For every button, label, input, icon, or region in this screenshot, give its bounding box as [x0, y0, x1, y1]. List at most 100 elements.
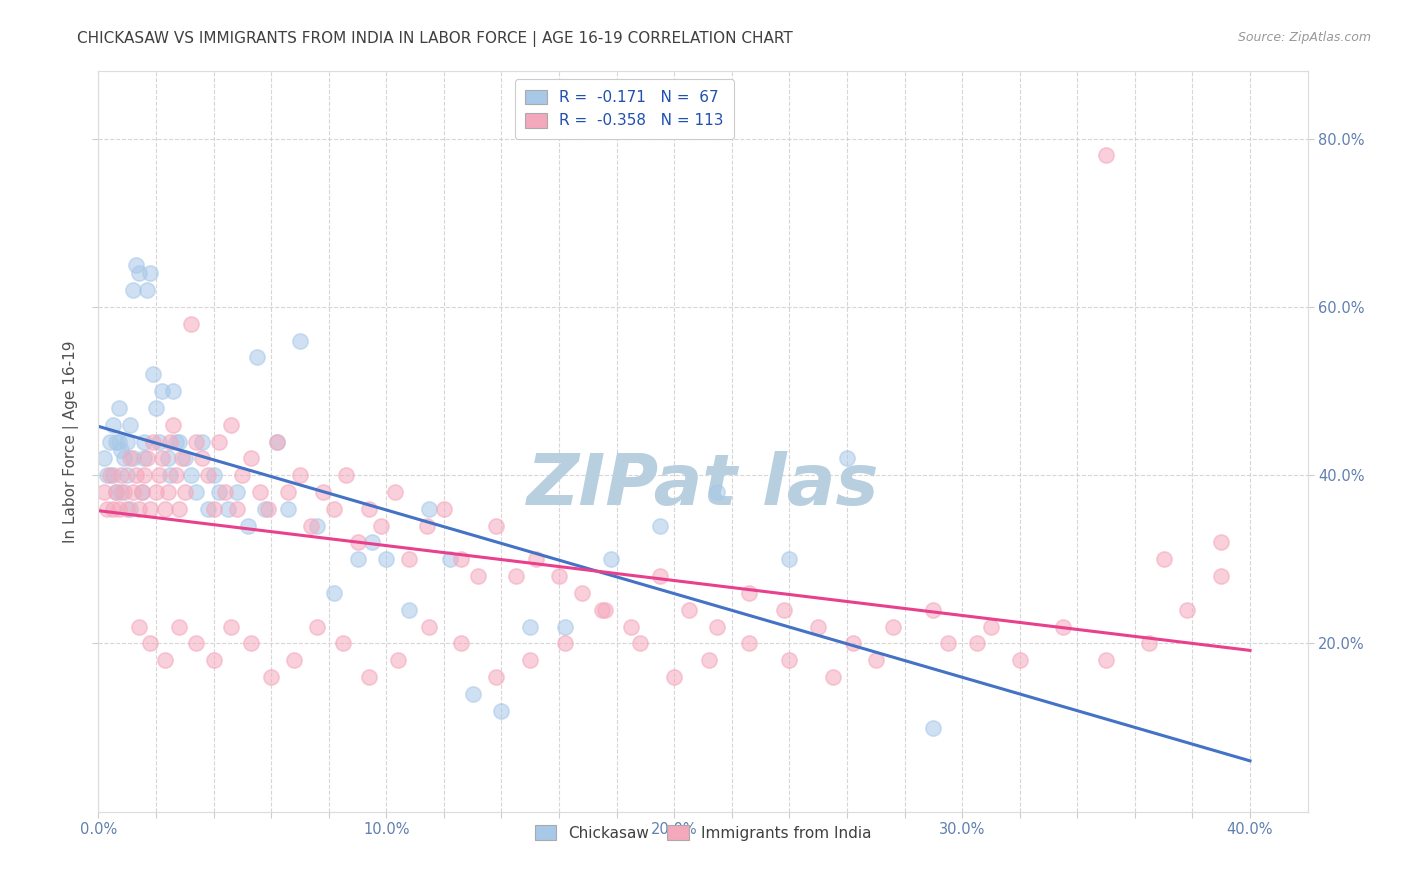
- Point: [283, 653, 305, 667]
- Point: [491, 704, 513, 718]
- Point: [398, 603, 420, 617]
- Point: [738, 586, 761, 600]
- Point: [240, 451, 263, 466]
- Point: [1095, 653, 1118, 667]
- Point: [145, 401, 167, 415]
- Point: [461, 687, 484, 701]
- Point: [307, 518, 329, 533]
- Point: [156, 485, 179, 500]
- Point: [505, 569, 527, 583]
- Point: [170, 451, 193, 466]
- Point: [387, 653, 409, 667]
- Point: [197, 468, 219, 483]
- Point: [202, 468, 225, 483]
- Point: [197, 501, 219, 516]
- Point: [772, 603, 794, 617]
- Point: [173, 451, 195, 466]
- Point: [439, 552, 461, 566]
- Point: [835, 451, 858, 466]
- Point: [191, 451, 214, 466]
- Point: [104, 485, 127, 500]
- Point: [136, 283, 159, 297]
- Point: [346, 552, 368, 566]
- Point: [110, 485, 132, 500]
- Point: [415, 518, 437, 533]
- Point: [485, 518, 508, 533]
- Point: [236, 518, 259, 533]
- Legend: Chickasaw, Immigrants from India: Chickasaw, Immigrants from India: [527, 818, 879, 848]
- Point: [257, 501, 280, 516]
- Point: [125, 468, 148, 483]
- Point: [180, 317, 202, 331]
- Point: [323, 586, 346, 600]
- Point: [122, 451, 145, 466]
- Point: [134, 468, 156, 483]
- Point: [467, 569, 489, 583]
- Point: [186, 485, 208, 500]
- Point: [519, 619, 541, 633]
- Point: [115, 501, 138, 516]
- Point: [107, 434, 129, 449]
- Point: [107, 401, 129, 415]
- Point: [260, 670, 283, 684]
- Point: [104, 485, 127, 500]
- Point: [225, 501, 247, 516]
- Point: [93, 451, 115, 466]
- Point: [936, 636, 959, 650]
- Point: [628, 636, 651, 650]
- Point: [922, 721, 945, 735]
- Point: [599, 552, 621, 566]
- Point: [370, 518, 392, 533]
- Point: [361, 535, 384, 549]
- Point: [266, 434, 288, 449]
- Point: [554, 636, 576, 650]
- Point: [254, 501, 277, 516]
- Point: [246, 351, 269, 365]
- Point: [104, 434, 127, 449]
- Y-axis label: In Labor Force | Age 16-19: In Labor Force | Age 16-19: [63, 340, 79, 543]
- Point: [186, 636, 208, 650]
- Point: [519, 653, 541, 667]
- Point: [548, 569, 571, 583]
- Point: [249, 485, 271, 500]
- Point: [312, 485, 335, 500]
- Point: [115, 468, 138, 483]
- Point: [128, 619, 150, 633]
- Point: [1008, 653, 1031, 667]
- Point: [214, 485, 236, 500]
- Point: [139, 266, 162, 280]
- Point: [524, 552, 547, 566]
- Point: [357, 501, 380, 516]
- Point: [112, 451, 135, 466]
- Point: [357, 670, 380, 684]
- Point: [96, 501, 118, 516]
- Point: [125, 258, 148, 272]
- Point: [122, 485, 145, 500]
- Point: [148, 468, 170, 483]
- Point: [1137, 636, 1160, 650]
- Point: [159, 434, 181, 449]
- Text: ZIPat las: ZIPat las: [527, 451, 879, 520]
- Point: [98, 434, 121, 449]
- Point: [1153, 552, 1175, 566]
- Point: [162, 417, 184, 432]
- Point: [1211, 569, 1233, 583]
- Point: [101, 468, 124, 483]
- Point: [620, 619, 643, 633]
- Point: [153, 501, 176, 516]
- Point: [288, 468, 311, 483]
- Point: [208, 485, 231, 500]
- Point: [335, 468, 357, 483]
- Point: [240, 636, 263, 650]
- Point: [98, 468, 121, 483]
- Point: [821, 670, 844, 684]
- Point: [778, 653, 800, 667]
- Point: [375, 552, 398, 566]
- Point: [1175, 603, 1198, 617]
- Point: [418, 501, 440, 516]
- Text: Source: ZipAtlas.com: Source: ZipAtlas.com: [1237, 31, 1371, 45]
- Point: [167, 434, 190, 449]
- Point: [208, 434, 231, 449]
- Point: [150, 451, 173, 466]
- Point: [202, 653, 225, 667]
